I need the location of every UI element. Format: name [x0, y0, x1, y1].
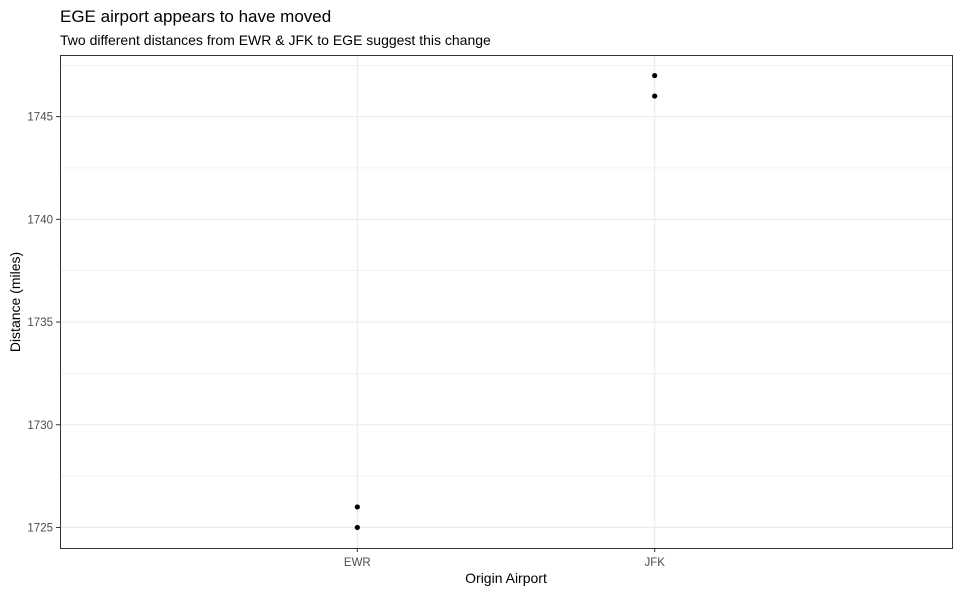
data-points	[354, 72, 658, 531]
plot-panel-border	[60, 55, 953, 549]
x-tick-label: EWR	[344, 557, 371, 569]
y-tick-label: 1730	[27, 420, 53, 432]
axis-ticks: 1725 1730 1735 1740 1745 EWR JFK	[27, 112, 665, 569]
chart-title: EGE airport appears to have moved	[60, 7, 331, 26]
x-tick-label: JFK	[644, 557, 665, 569]
y-tick-label: 1745	[27, 112, 53, 124]
data-point	[354, 504, 360, 510]
y-axis-title: Distance (miles)	[7, 252, 23, 352]
gridlines	[60, 55, 952, 548]
y-tick-label: 1740	[27, 214, 53, 226]
y-tick-label: 1735	[27, 317, 53, 329]
data-point	[652, 93, 658, 99]
chart-subtitle: Two different distances from EWR & JFK t…	[60, 32, 491, 48]
x-axis-title: Origin Airport	[465, 570, 547, 586]
y-tick-label: 1725	[27, 522, 53, 534]
data-point	[354, 524, 360, 531]
data-point	[652, 72, 658, 79]
